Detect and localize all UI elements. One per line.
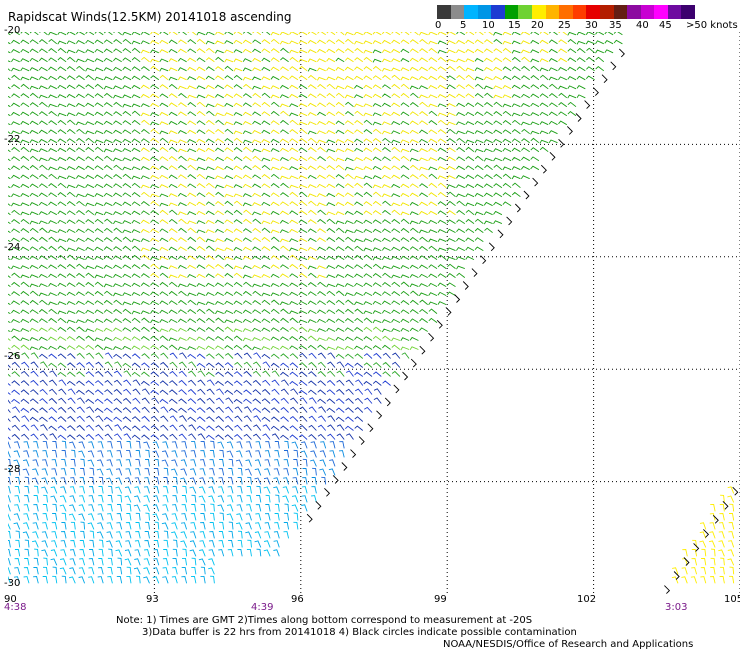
legend-label-45: 45	[659, 20, 672, 31]
legend-swatch	[559, 5, 573, 19]
legend-swatch	[627, 5, 641, 19]
legend-swatch	[532, 5, 546, 19]
legend-label-50-knots: >50 knots	[686, 20, 738, 31]
legend-swatch	[504, 5, 519, 19]
legend-label-40: 40	[636, 20, 649, 31]
wind-barb-group	[8, 326, 419, 351]
lon-label-105: 105	[724, 594, 740, 605]
legend-swatch	[599, 5, 614, 19]
wind-barb-group	[8, 485, 317, 584]
lon-label-93: 93	[146, 594, 159, 605]
legend-swatch	[518, 5, 533, 19]
lat-label-24s: -24	[4, 242, 21, 253]
wind-barb-group	[8, 485, 317, 584]
time-label-left: 4:38	[4, 602, 27, 613]
legend-swatch	[477, 5, 492, 19]
legend-swatch	[586, 5, 600, 19]
legend-swatch	[654, 5, 668, 19]
lat-label-20s: -20	[4, 25, 21, 36]
legend-swatch	[491, 5, 505, 19]
wind-barb-group	[8, 440, 345, 485]
legend-swatch	[613, 5, 628, 19]
lat-label-30s: -30	[4, 578, 21, 589]
lat-label-28s: -28	[4, 464, 21, 475]
time-label-middle: 4:39	[251, 602, 274, 613]
legend-swatch	[545, 5, 560, 19]
wind-barb-group	[671, 486, 735, 584]
lon-label-96: 96	[291, 594, 304, 605]
legend-label-15: 15	[508, 20, 521, 31]
legend-label-35: 35	[609, 20, 622, 31]
wind-map	[8, 32, 740, 594]
legend-label-5: 5	[460, 20, 467, 31]
legend-swatch	[437, 5, 451, 19]
page-title: Rapidscat Winds(12.5KM) 20141018 ascendi…	[8, 10, 292, 24]
lat-label-26s: -26	[4, 351, 21, 362]
lat-lon-grid	[8, 32, 740, 594]
legend-label-10: 10	[482, 20, 495, 31]
legend-label-30: 30	[585, 20, 598, 31]
legend-label-0: 0	[435, 20, 442, 31]
lat-label-22s: -22	[4, 134, 21, 145]
wind-barb-group	[8, 440, 345, 485]
wind-barb-group	[8, 32, 623, 351]
legend-swatch	[640, 5, 655, 19]
legend-swatch	[667, 5, 682, 19]
lon-label-99: 99	[434, 594, 447, 605]
wind-barbs	[8, 32, 739, 594]
legend-label-20: 20	[531, 20, 544, 31]
legend-label-25: 25	[558, 20, 571, 31]
time-label-right: 3:03	[665, 602, 688, 613]
wind-barb-group	[306, 48, 739, 594]
lon-label-90: 90	[4, 594, 17, 605]
wind-barb-group	[8, 352, 391, 440]
legend-swatch	[681, 5, 695, 19]
wind-barb-group	[8, 352, 410, 377]
lon-label-102: 102	[577, 594, 597, 605]
legend-swatch	[464, 5, 478, 19]
note-line-3: NOAA/NESDIS/Office of Research and Appli…	[443, 639, 694, 650]
legend-swatch	[450, 5, 465, 19]
wind-barb-group	[8, 352, 401, 440]
wind-barb-group	[140, 32, 568, 279]
wind-speed-legend	[437, 5, 695, 19]
legend-swatch	[572, 5, 587, 19]
note-line-1: Note: 1) Times are GMT 2)Times along bot…	[116, 615, 533, 626]
note-line-2: 3)Data buffer is 22 hrs from 20141018 4)…	[142, 627, 577, 638]
